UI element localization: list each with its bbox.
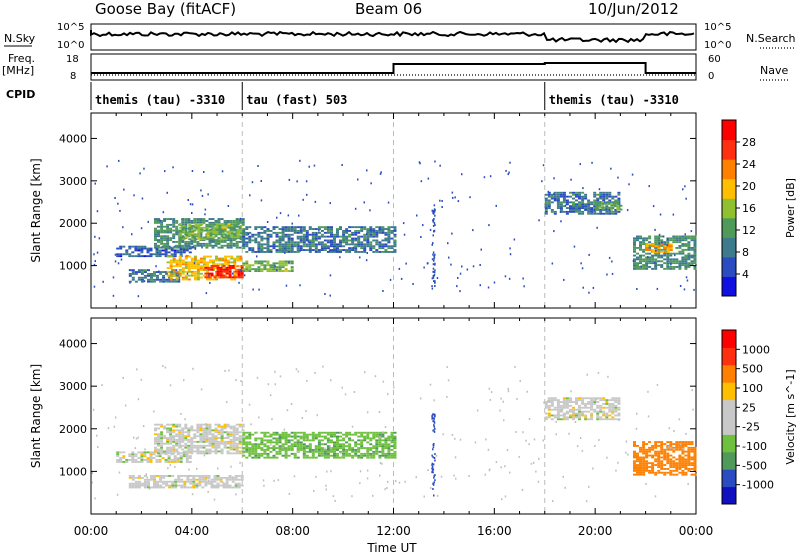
echo-region-2 xyxy=(128,475,244,489)
echo-region-2 xyxy=(179,223,243,241)
colorbar-segment xyxy=(722,399,736,418)
cpid-segment-label: themis (tau) -3310 xyxy=(549,93,679,107)
freq-tick-top: 18 xyxy=(66,54,79,65)
colorbar-segment xyxy=(722,417,736,435)
y-tick-label: 1000 xyxy=(59,465,87,478)
nsearch-tick-bottom: 10^0 xyxy=(704,40,731,51)
cpid-strip: CPID themis (tau) -3310 tau (fast) 503 the… xyxy=(6,82,679,110)
colorbar-tick-label: 28 xyxy=(742,136,756,149)
colorbar-tick-label: 16 xyxy=(742,202,756,215)
freq-tick-bottom: 8 xyxy=(70,71,76,82)
colorbar-label: Velocity [m s^-1] xyxy=(784,369,797,464)
echo-region-3 xyxy=(242,431,397,459)
colorbar-tick-label: 12 xyxy=(742,224,756,237)
colorbar-tick-label: -25 xyxy=(742,421,760,434)
colorbar-tick-label: 8 xyxy=(742,246,749,259)
colorbar-tick-label: 500 xyxy=(742,363,763,376)
colorbar-segment xyxy=(722,330,736,348)
colorbar-segment xyxy=(722,364,736,383)
power-panel: 1000 2000 3000 4000 Slant Range [km] xyxy=(29,112,697,309)
echo-region-5 xyxy=(204,265,244,279)
colorbar-segment xyxy=(722,382,736,401)
cpid-segment-label: themis (tau) -3310 xyxy=(95,93,225,107)
colorbar-segment xyxy=(722,120,736,141)
colorbar-segment xyxy=(722,276,736,297)
time-axis: 00:00 04:00 08:00 12:00 16:00 20:00 00:00 xyxy=(74,524,714,538)
x-axis-label: Time UT xyxy=(366,541,417,554)
y-axis-label: Slant Range [km] xyxy=(29,364,43,468)
y-tick-label: 4000 xyxy=(59,338,87,351)
colorbar-segment xyxy=(722,451,736,470)
y-tick-label: 1000 xyxy=(59,260,87,273)
y-tick-label: 4000 xyxy=(59,132,87,145)
nsky-tick-top: 10^5 xyxy=(57,22,84,33)
colorbar-segment xyxy=(722,139,736,160)
nsearch-label: N.Search xyxy=(746,32,796,45)
colorbar-tick-label: 25 xyxy=(742,401,756,414)
nsky-tick-bottom: 10^0 xyxy=(57,40,84,51)
y-axis-label: Slant Range [km] xyxy=(29,158,43,262)
x-tick-label: 08:00 xyxy=(275,524,310,538)
colorbar-segment xyxy=(722,159,736,180)
colorbar-segment xyxy=(722,217,736,238)
x-tick-label: 00:00 xyxy=(74,524,109,538)
colorbar-segment xyxy=(722,256,736,277)
freq-trace xyxy=(91,62,696,74)
date-title: 10/Jun/2012 xyxy=(588,0,679,18)
y-tick-label: 3000 xyxy=(59,380,87,393)
y-tick-label: 3000 xyxy=(59,175,87,188)
power-colorbar: 4 8 12 16 20 24 28 Power [dB] xyxy=(721,119,797,297)
velocity-colorbar: -1000 -500 -100 -25 25 100 500 1000 Velocity [m … xyxy=(721,329,797,505)
colorbar-segment xyxy=(722,486,736,505)
cpid-segment-label: tau (fast) 503 xyxy=(246,93,347,107)
cpid-label: CPID xyxy=(6,88,35,101)
echo-region-4 xyxy=(544,397,621,421)
colorbar-segment xyxy=(722,198,736,219)
nsearch-tick-top: 10^5 xyxy=(704,22,731,33)
x-tick-label: 16:00 xyxy=(477,524,512,538)
colorbar-frame xyxy=(721,329,737,505)
echo-region-1 xyxy=(154,423,245,455)
x-tick-label: 20:00 xyxy=(578,524,613,538)
nave-tick-bottom: 0 xyxy=(708,71,714,82)
colorbar-segment xyxy=(722,178,736,199)
x-tick-label: 00:00 xyxy=(679,524,714,538)
nsky-strip: N.Sky 10^5 10^0 10^5 10^0 N.Search xyxy=(4,22,796,51)
echo-region-5 xyxy=(633,441,697,476)
echo-region-11 xyxy=(645,243,673,253)
colorbar-tick-label: 1000 xyxy=(742,343,770,356)
nave-tick-top: 60 xyxy=(708,54,721,65)
nsky-trace xyxy=(90,30,695,44)
freq-strip: Freq. [MHz] 18 8 60 0 Nave xyxy=(2,52,790,82)
y-tick-label: 2000 xyxy=(59,217,87,230)
nave-label: Nave xyxy=(760,64,788,77)
x-tick-label: 04:00 xyxy=(175,524,210,538)
colorbar-label: Power [dB] xyxy=(784,178,797,238)
velocity-panel: 1000 2000 3000 4000 Slant Range [km] xyxy=(29,317,697,515)
colorbar-tick-label: 20 xyxy=(742,180,756,193)
colorbar-segment xyxy=(722,469,736,488)
colorbar-segment xyxy=(722,347,736,366)
echo-region-6 xyxy=(242,226,397,253)
colorbar-tick-label: 24 xyxy=(742,158,756,171)
freq-label: Freq. xyxy=(8,52,35,65)
beam-title: Beam 06 xyxy=(355,0,422,18)
colorbar-tick-label: 100 xyxy=(742,382,763,395)
station-title: Goose Bay (fitACF) xyxy=(95,0,236,18)
colorbar-segment xyxy=(722,434,736,453)
colorbar-tick-label: 4 xyxy=(742,268,749,281)
x-tick-label: 12:00 xyxy=(376,524,411,538)
colorbar-segment xyxy=(722,237,736,258)
colorbar-tick-label: -500 xyxy=(742,459,767,472)
colorbar-tick-label: -100 xyxy=(742,440,767,453)
nsky-label: N.Sky xyxy=(4,32,36,45)
freq-unit: [MHz] xyxy=(2,64,34,77)
y-tick-label: 2000 xyxy=(59,423,87,436)
colorbar-tick-label: -1000 xyxy=(742,479,774,492)
